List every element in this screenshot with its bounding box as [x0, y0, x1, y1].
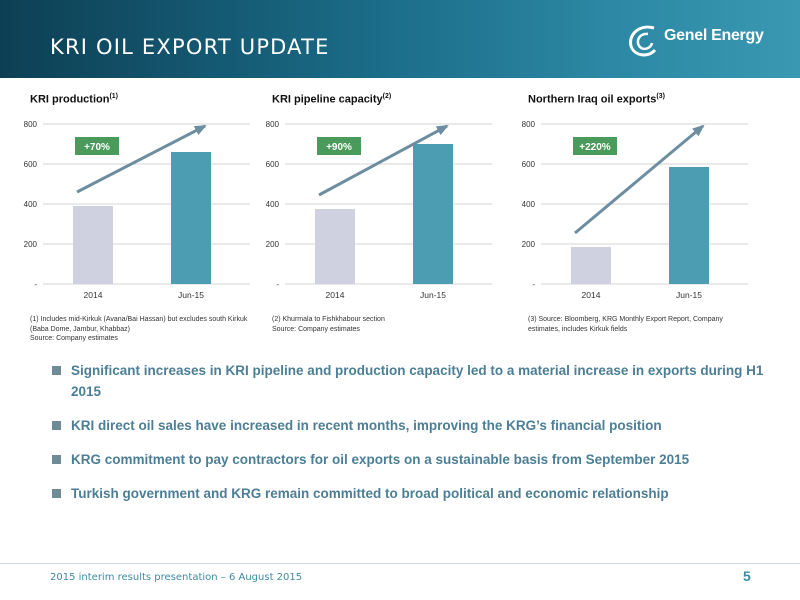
chart-exports: - 200 400 600 800 2014 Jun-15 +220% [522, 120, 748, 300]
bullet-item: KRG commitment to pay contractors for oi… [48, 449, 768, 470]
chart-title-production: KRI production(1) [30, 93, 118, 106]
growth-arrow [318, 124, 448, 197]
chart-pipeline: - 200 400 600 800 2014 Jun-15 +90% [266, 120, 492, 300]
growth-arrow [76, 124, 206, 194]
x-tick-label: Jun-15 [178, 290, 204, 300]
x-tick-label: 2014 [582, 290, 601, 300]
footnote-pipeline: (2) Khurmala to Fishkhabour section Sour… [272, 316, 385, 333]
bar-2014 [73, 206, 113, 284]
chart-production: - 200 400 600 800 2014 Jun-15 +70% [24, 120, 250, 300]
bullet-item: Significant increases in KRI pipeline an… [48, 360, 768, 402]
y-tick-label: - [34, 280, 37, 289]
square-bullet-icon [52, 455, 61, 464]
y-tick-label: 600 [266, 160, 280, 169]
growth-badge [75, 137, 119, 155]
y-tick-label: 400 [522, 200, 536, 209]
x-tick-label: 2014 [326, 290, 345, 300]
logo-text: Genel Energy [664, 27, 764, 44]
growth-badge-label: +90% [326, 142, 352, 153]
y-tick-label: 600 [24, 160, 38, 169]
y-tick-label: 800 [24, 120, 38, 129]
growth-arrow-head [435, 125, 449, 136]
growth-badge-label: +70% [84, 142, 110, 153]
key-points-list: Significant increases in KRI pipeline an… [48, 360, 768, 517]
footnote-exports: (3) Source: Bloomberg, KRG Monthly Expor… [528, 316, 723, 333]
y-tick-label: 200 [522, 240, 536, 249]
company-logo: Genel Energy [624, 20, 774, 60]
y-tick-label: - [532, 280, 535, 289]
y-tick-label: 400 [266, 200, 280, 209]
footer-divider [0, 563, 800, 564]
square-bullet-icon [52, 366, 61, 375]
y-tick-label: 800 [522, 120, 536, 129]
y-tick-label: 600 [522, 160, 536, 169]
growth-badge [317, 137, 361, 155]
growth-arrow-head [193, 125, 207, 136]
chart-title-exports: Northern Iraq oil exports(3) [528, 93, 665, 106]
genel-swirl-icon [629, 25, 657, 57]
y-tick-label: 200 [24, 240, 38, 249]
bar-2014 [571, 247, 611, 284]
y-tick-label: - [276, 280, 279, 289]
growth-badge-label: +220% [579, 142, 611, 153]
growth-arrow [574, 124, 704, 235]
growth-arrow-head [692, 124, 705, 137]
bar-jun-15 [669, 167, 709, 284]
bar-jun-15 [413, 144, 453, 284]
square-bullet-icon [52, 421, 61, 430]
square-bullet-icon [52, 489, 61, 498]
footnote-production: (1) Includes mid-Kirkuk (Avana/Bai Hassa… [30, 316, 248, 342]
growth-badge [573, 137, 617, 155]
bar-2014 [315, 209, 355, 284]
x-tick-label: Jun-15 [420, 290, 446, 300]
page-number: 5 [743, 568, 751, 584]
footer-text: 2015 interim results presentation – 6 Au… [50, 572, 303, 583]
y-tick-label: 200 [266, 240, 280, 249]
y-tick-label: 400 [24, 200, 38, 209]
y-tick-label: 800 [266, 120, 280, 129]
header-banner: KRI OIL EXPORT UPDATE Genel Energy [0, 0, 800, 78]
x-tick-label: 2014 [84, 290, 103, 300]
bar-jun-15 [171, 152, 211, 284]
chart-title-pipeline: KRI pipeline capacity(2) [272, 93, 392, 106]
bullet-item: KRI direct oil sales have increased in r… [48, 415, 768, 436]
x-tick-label: Jun-15 [676, 290, 702, 300]
bullet-item: Turkish government and KRG remain commit… [48, 483, 768, 504]
page-title: KRI OIL EXPORT UPDATE [50, 35, 330, 59]
